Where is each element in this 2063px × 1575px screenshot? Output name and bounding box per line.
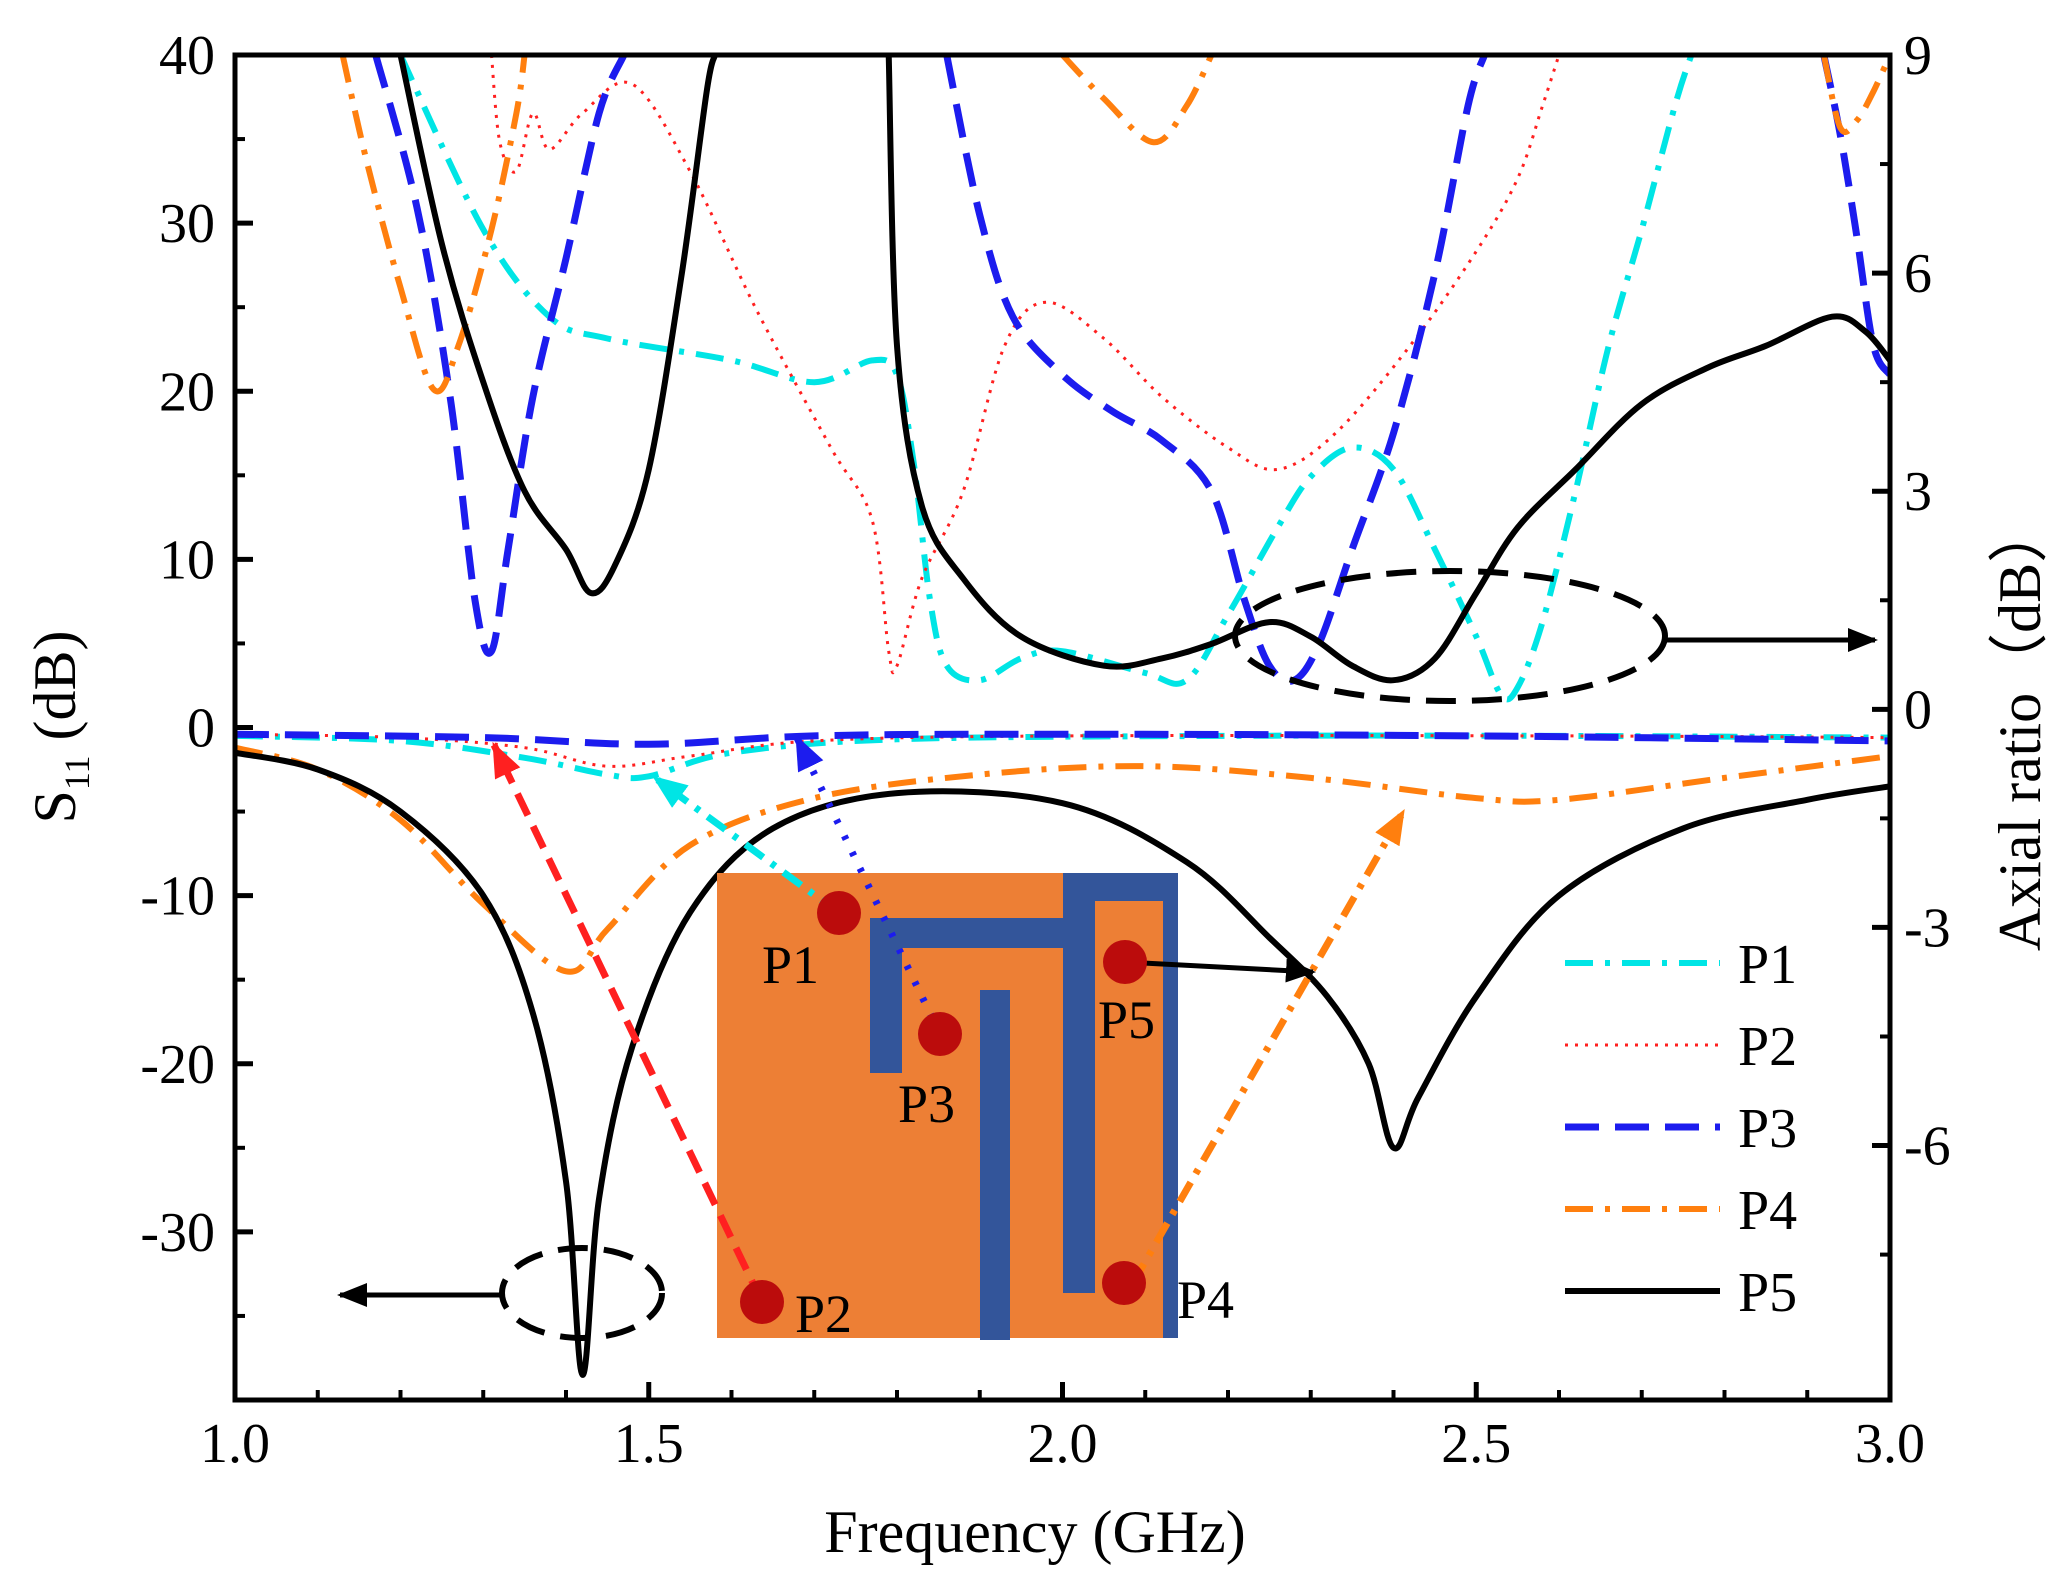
y2-tick-label: 6	[1904, 243, 1932, 305]
p3-axial-ratio-curve-1	[943, 55, 1488, 685]
legend-label-p3: P3	[1738, 1098, 1797, 1160]
inset-strip-center	[980, 990, 1010, 1340]
p3-axial-ratio-curve-0	[372, 55, 628, 657]
p4-s11-curve	[235, 744, 1890, 975]
x-tick-label: 1.5	[614, 1413, 684, 1475]
p2-feed-line	[490, 741, 766, 1304]
inset-label-p2: P2	[795, 1284, 852, 1344]
inset-strip-cap	[1063, 873, 1176, 901]
x-tick-label: 1.0	[200, 1413, 270, 1475]
y2-tick-label: -3	[1904, 897, 1951, 959]
p4-axial-ratio-curve-1	[1060, 55, 1215, 146]
p3-feed-dot	[918, 1012, 962, 1056]
y-axis-title: S11 (dB)	[22, 630, 97, 823]
y-tick-label: 20	[159, 361, 215, 423]
p1-s11-curve	[235, 732, 1890, 782]
inset-label-p4: P4	[1177, 1270, 1234, 1330]
right-axis-indicator-ellipse	[1232, 568, 1668, 704]
axes-group: 1.0 1.5 2.0 2.5 3.0-30-20-10010203040-6-3036…	[140, 25, 1950, 1475]
legend-label-p4: P4	[1738, 1180, 1797, 1242]
p1-axial-ratio-curve-0	[397, 55, 1695, 703]
y-tick-label: -30	[140, 1202, 215, 1264]
antenna-inset: P1 P2 P3 P4 P5	[490, 734, 1407, 1344]
y-tick-label: -10	[140, 866, 215, 928]
x-tick-label: 2.0	[1028, 1413, 1098, 1475]
p1-feed-line	[652, 775, 842, 916]
legend: P1 P2 P3 P4 P5	[1565, 934, 1797, 1324]
p5-feed-dot	[1103, 940, 1147, 984]
x-tick-label: 2.5	[1441, 1413, 1511, 1475]
x-tick-label: 3.0	[1855, 1413, 1925, 1475]
y-tick-label: 10	[159, 529, 215, 591]
p4-feed-line	[1129, 808, 1407, 1285]
p2-feed-dot	[740, 1280, 784, 1324]
p2-axial-ratio-curve-0	[490, 55, 1561, 675]
p5-feed-line	[1124, 958, 1316, 983]
p1-feed-dot	[817, 891, 861, 935]
y-axis-title-main: S	[22, 790, 88, 823]
y-tick-label: 0	[187, 698, 215, 760]
p5-axial-ratio-curve-1	[885, 55, 1890, 684]
legend-label-p2: P2	[1738, 1016, 1797, 1078]
y2-axis-title: Axial ratio（dB）	[1987, 503, 2053, 951]
y-tick-label: -20	[140, 1034, 215, 1096]
p3-feed-line	[793, 734, 944, 1036]
curves-group	[235, 55, 1890, 1378]
p3-axial-ratio-curve-2	[1820, 55, 1890, 377]
y2-tick-label: 0	[1904, 679, 1932, 741]
inset-strip-left	[870, 918, 902, 1073]
inset-label-p1: P1	[762, 935, 819, 995]
y-axis-title-sub: 11	[57, 755, 97, 790]
legend-label-p1: P1	[1738, 934, 1797, 996]
p3-s11-curve	[235, 730, 1890, 748]
p4-feed-dot	[1102, 1261, 1146, 1305]
y-axis-title-unit: (dB)	[22, 630, 88, 755]
y-tick-label: 30	[159, 193, 215, 255]
x-axis-title: Frequency (GHz)	[824, 1499, 1246, 1565]
p5-axial-ratio-curve-0	[397, 55, 718, 597]
inset-label-p3: P3	[898, 1074, 955, 1134]
inset-strip-tall	[1063, 873, 1095, 1293]
p5-s11-curve	[235, 749, 1890, 1378]
axis-indicators	[337, 568, 1878, 1341]
left-axis-indicator-ellipse	[499, 1245, 665, 1341]
y2-tick-label: -6	[1904, 1116, 1951, 1178]
legend-label-p5: P5	[1738, 1262, 1797, 1324]
y2-tick-label: 9	[1904, 25, 1932, 87]
inset-label-p5: P5	[1098, 990, 1155, 1050]
p4-axial-ratio-curve-0	[339, 55, 528, 395]
inset-strip-top	[870, 918, 1065, 948]
y2-tick-label: 3	[1904, 461, 1932, 523]
inset-patch	[717, 873, 1177, 1338]
p2-s11-curve	[235, 732, 1890, 768]
p4-axial-ratio-curve-2	[1820, 55, 1890, 136]
y-tick-label: 40	[159, 25, 215, 87]
inset-strip-right	[1163, 873, 1178, 1338]
